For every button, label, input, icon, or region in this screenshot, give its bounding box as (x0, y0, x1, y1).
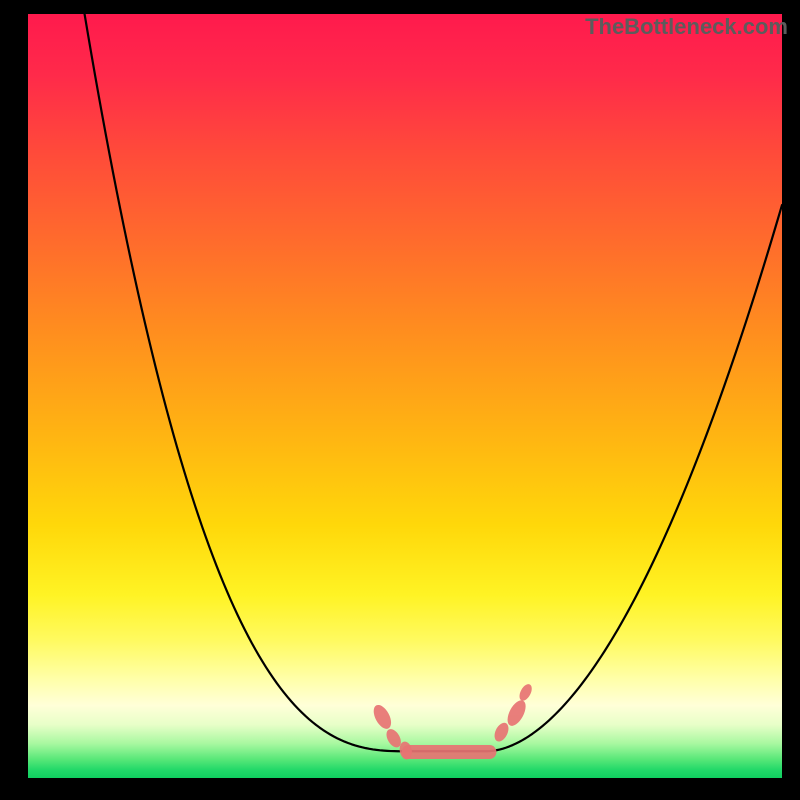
bottleneck-curve (85, 14, 782, 751)
pink-dot (504, 697, 530, 728)
pink-bar (402, 745, 497, 759)
plot-area (28, 14, 782, 778)
pink-dot (370, 702, 395, 732)
curve-overlay (28, 14, 782, 778)
watermark-text: TheBottleneck.com (585, 14, 788, 40)
pink-dot (492, 721, 512, 744)
chart-container: TheBottleneck.com (0, 0, 800, 800)
pink-markers (370, 682, 534, 760)
pink-dot (517, 682, 534, 703)
